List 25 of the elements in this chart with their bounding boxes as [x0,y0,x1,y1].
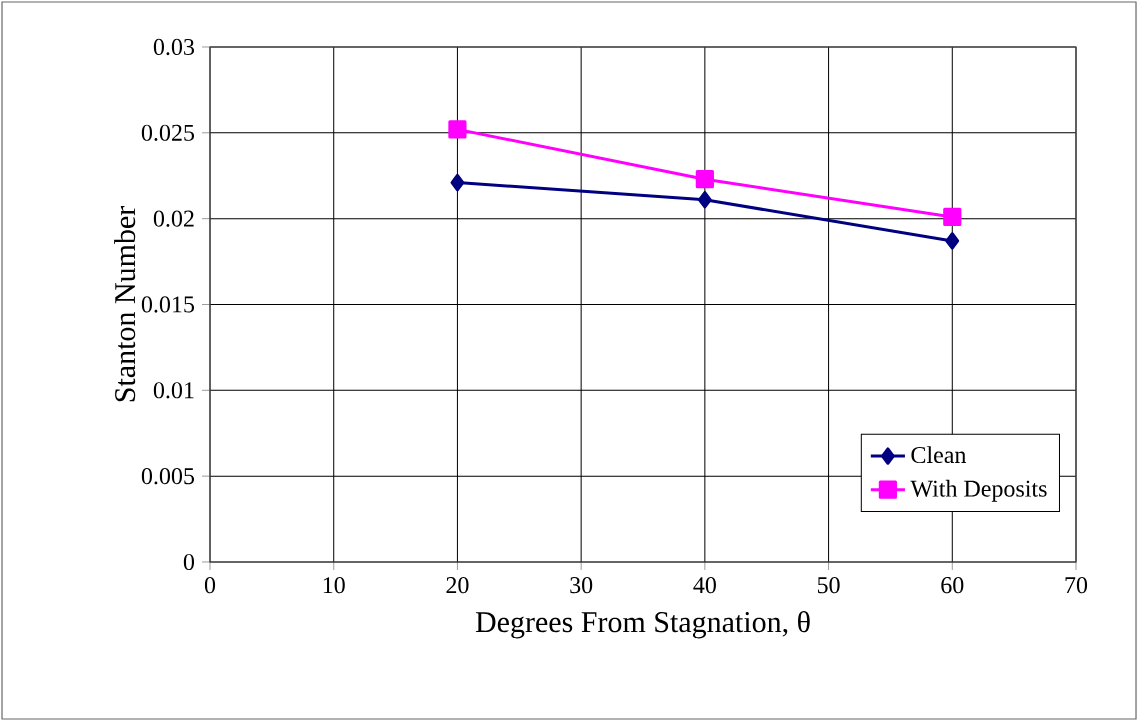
x-tick-label: 60 [941,577,964,594]
y-tick-label: 0 [183,553,195,571]
x-tick-label: 30 [570,577,593,594]
y-tick-label: 0.01 [153,382,194,399]
x-tick-label: 0 [204,577,216,594]
x-tick-label: 20 [446,577,469,594]
y-tick-label: 0.02 [153,210,194,227]
x-tick-label: 70 [1065,577,1088,594]
x-axis-title: Degrees From Stagnation, θ [475,611,810,639]
x-tick-label: 40 [693,577,716,594]
y-axis-title: Stanton Number [114,206,136,402]
y-tick-label: 0.015 [141,296,195,313]
x-tick-label: 50 [817,577,840,594]
y-tick-label: 0.025 [141,124,195,141]
x-tick-label: 10 [323,577,345,594]
point [695,170,714,189]
y-tick-label: 0.03 [153,38,195,56]
legend-label: With Deposits [910,479,1047,502]
y-tick-label: 0.005 [141,468,195,485]
point [450,173,465,192]
point [943,207,962,227]
point [697,191,712,209]
point [448,120,467,139]
point [945,232,960,250]
legend-label: Clean [911,446,967,464]
